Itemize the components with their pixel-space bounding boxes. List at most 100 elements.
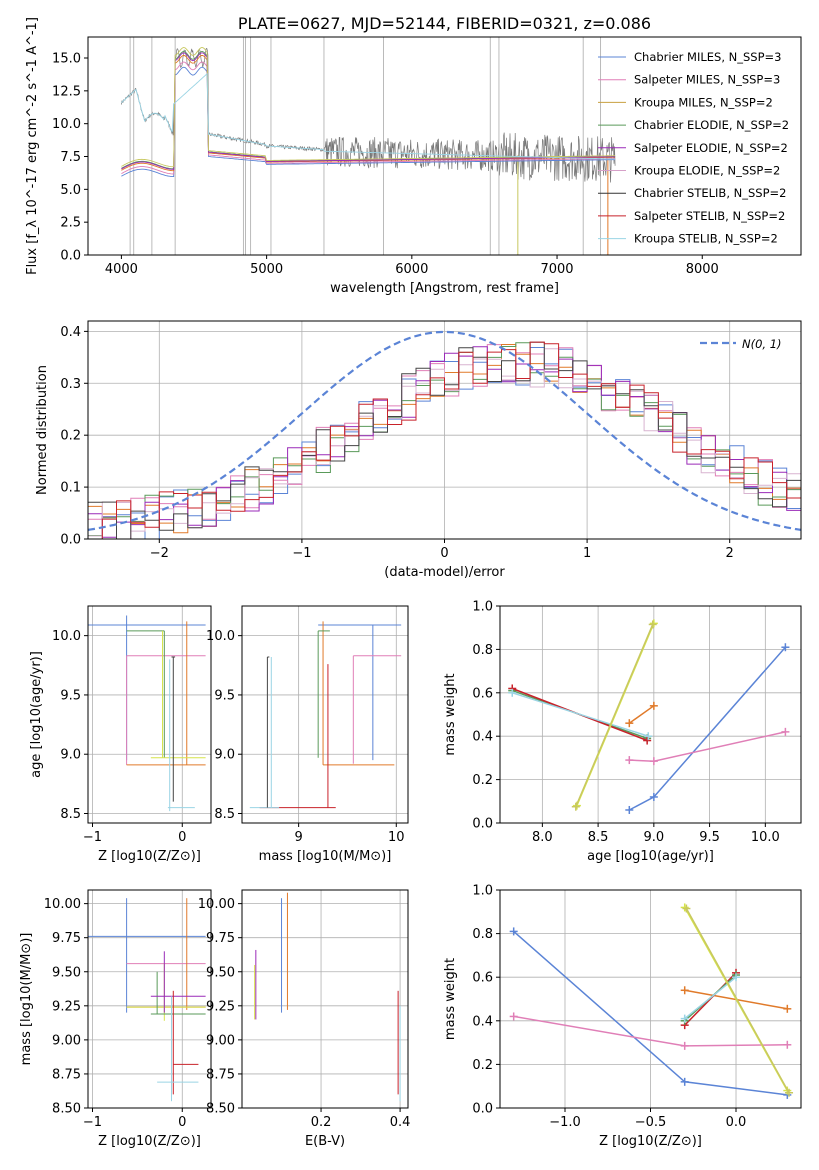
legend-entry: N(0, 1) [742, 337, 782, 351]
x-axis-label: Z [log10(Z/Z⊙)] [98, 1134, 201, 1149]
x-axis-label: (data-model)/error [384, 565, 505, 580]
x-tick-label: 0 [178, 1115, 186, 1130]
model-spectrum [121, 54, 616, 172]
legend-entry: Salpeter STELIB, N_SSP=2 [634, 209, 785, 223]
x-axis-label: wavelength [Angstrom, rest frame] [330, 281, 559, 296]
y-tick-label: 0.0 [472, 1102, 493, 1117]
x-tick-label: 2 [726, 546, 734, 561]
y-tick-label: 8.75 [206, 1067, 235, 1082]
weight-series [685, 908, 790, 1094]
y-tick-label: 8.50 [206, 1102, 235, 1117]
panel-residuals: −2 −1 0 1 2 0.0 0.1 0.2 0.3 0.4 (data-model)/error… [35, 320, 802, 580]
y-tick-label: 0.6 [472, 971, 493, 986]
y-tick-label: 0.0 [472, 817, 493, 832]
x-tick-label: −2 [150, 546, 169, 561]
weight-series [512, 692, 649, 737]
plot-area-weight_vs_Z [509, 903, 794, 1099]
plot-area-age_vs_mass [249, 621, 402, 809]
y-tick-label: 9.0 [214, 748, 235, 763]
y-tick-label: 10.0 [52, 117, 81, 132]
y-tick-label: 9.00 [52, 1033, 81, 1048]
y-tick-label: 9.0 [60, 748, 81, 763]
y-tick-label: 8.5 [214, 807, 235, 822]
x-tick-label: 8.0 [532, 830, 553, 845]
x-axis-label: mass [log10(M/M⊙)] [259, 849, 392, 864]
x-tick-label: 10 [388, 830, 405, 845]
x-tick-label: 9 [294, 830, 302, 845]
y-tick-label: 0.2 [472, 773, 493, 788]
y-tick-label: 10.0 [52, 629, 81, 644]
y-tick-label: 9.75 [206, 931, 235, 946]
plot-area-age_vs_Z [88, 615, 206, 812]
x-tick-label: 10.0 [751, 830, 780, 845]
x-tick-label: 4000 [105, 262, 138, 277]
y-axis-label: mass [log10(M/M⊙)] [19, 933, 34, 1066]
y-tick-label: 0.6 [472, 686, 493, 701]
y-tick-label: 9.00 [206, 1033, 235, 1048]
plot-area-weight_vs_age [508, 619, 790, 814]
x-tick-label: 0.4 [390, 1115, 411, 1130]
y-tick-label: 8.75 [52, 1067, 81, 1082]
model-spectrum [121, 66, 616, 178]
panel-weight_vs_Z: −1.0 −0.5 0.0 0.0 0.2 0.4 0.6 0.8 1.0 Z [log10(Z/… [443, 884, 802, 1149]
x-tick-label: 6000 [395, 262, 428, 277]
y-tick-label: 1.0 [472, 600, 493, 615]
x-tick-label: −1 [83, 830, 102, 845]
x-tick-label: −0.5 [635, 1115, 667, 1130]
legend-entry: Chabrier ELODIE, N_SSP=2 [634, 118, 789, 132]
y-tick-label: 7.5 [60, 150, 81, 165]
x-tick-label: 0.0 [726, 1115, 747, 1130]
y-tick-label: 0.8 [472, 643, 493, 658]
axes-frame [499, 605, 802, 824]
plot-area-mass_vs_EBV [254, 892, 401, 1102]
y-axis-label: mass weight [443, 673, 458, 755]
panel-age_vs_Z: −1 0 8.5 9.0 9.5 10.0 Z [log10(Z/Z⊙)] age [log1… [29, 605, 212, 864]
y-tick-label: 0.3 [60, 377, 81, 392]
weight-series [628, 705, 655, 724]
x-tick-label: 1 [583, 546, 591, 561]
weight-series [684, 972, 737, 1026]
y-tick-label: 2.5 [60, 216, 81, 231]
axes-frame [87, 605, 212, 824]
legend-entry: Salpeter ELODIE, N_SSP=2 [634, 141, 788, 155]
legend-entry: Kroupa ELODIE, N_SSP=2 [634, 164, 780, 178]
panel-weight_vs_age: 8.0 8.5 9.0 9.5 10.0 0.0 0.2 0.4 0.6 0.8 1.0 age [l… [443, 600, 802, 864]
legend: Chabrier MILES, N_SSP=3 Salpeter MILES, N… [598, 50, 789, 246]
y-tick-label: 1.0 [472, 884, 493, 899]
panel-mass_vs_EBV: 0.2 0.4 8.50 8.75 9.00 9.25 9.50 9.75 10.00 E(B-V… [198, 889, 411, 1149]
y-axis-label: mass weight [443, 958, 458, 1040]
x-tick-label: 0.2 [311, 1115, 332, 1130]
x-tick-label: 0 [178, 830, 186, 845]
y-tick-label: 10.0 [206, 629, 235, 644]
y-tick-label: 9.5 [60, 688, 81, 703]
weight-series [575, 624, 654, 807]
legend-entry: Chabrier MILES, N_SSP=3 [634, 50, 781, 64]
y-tick-label: 0.4 [472, 730, 493, 745]
x-axis-label: E(B-V) [305, 1134, 345, 1149]
y-tick-label: 0.1 [60, 481, 81, 496]
normal-curve [88, 330, 801, 531]
plot-area-mass_vs_Z [88, 898, 206, 1102]
model-spectrum [121, 72, 616, 160]
y-tick-label: 9.25 [52, 999, 81, 1014]
y-tick-label: 0.8 [472, 927, 493, 942]
x-tick-label: 8.5 [588, 830, 609, 845]
y-tick-label: 5.0 [60, 183, 81, 198]
legend-entry: Kroupa STELIB, N_SSP=2 [634, 232, 778, 246]
axes-frame [87, 36, 802, 256]
model-spectrum [121, 61, 616, 175]
x-tick-label: 5000 [250, 262, 283, 277]
legend-entry: Salpeter MILES, N_SSP=3 [634, 73, 780, 87]
axes-frame [87, 889, 212, 1109]
plot-area-residuals [88, 330, 801, 539]
y-tick-label: 8.50 [52, 1102, 81, 1117]
y-tick-label: 9.25 [206, 999, 235, 1014]
axes-frame [241, 605, 409, 824]
y-tick-label: 15.0 [52, 52, 81, 67]
y-tick-label: 9.75 [52, 931, 81, 946]
x-tick-label: 0 [440, 546, 448, 561]
x-tick-label: 7000 [540, 262, 573, 277]
y-tick-label: 0.4 [60, 325, 81, 340]
y-tick-label: 0.0 [60, 533, 81, 548]
y-tick-label: 10.00 [44, 897, 81, 912]
